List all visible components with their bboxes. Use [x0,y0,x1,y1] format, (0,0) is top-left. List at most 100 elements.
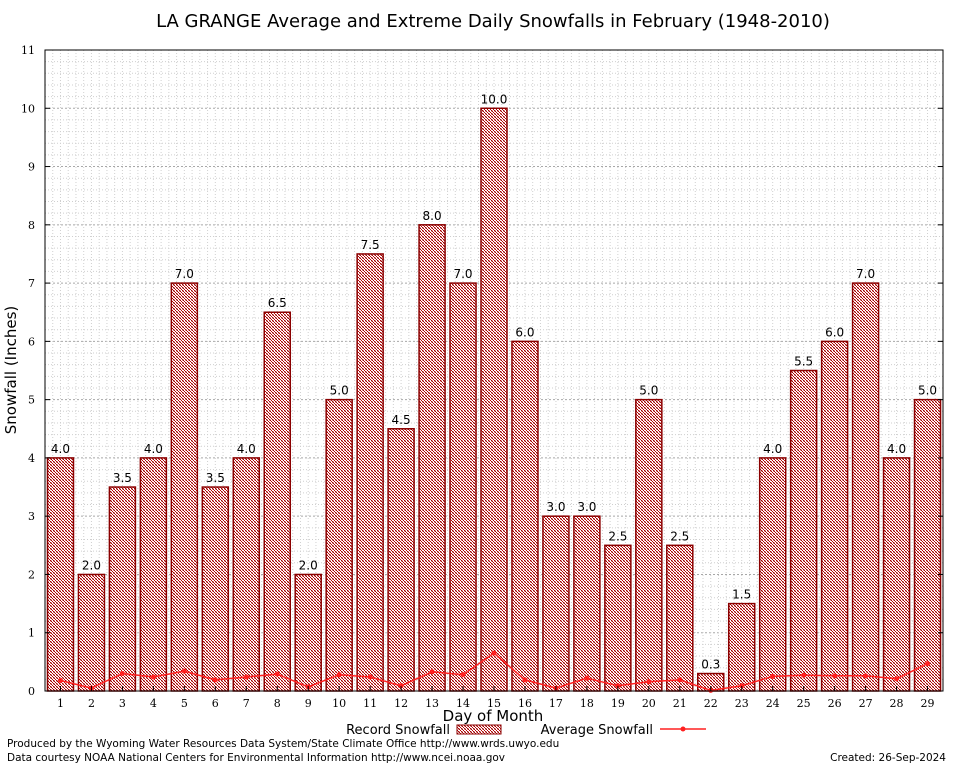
chart-title: LA GRANGE Average and Extreme Daily Snow… [156,11,830,32]
record-bar-day-5 [170,282,199,692]
legend-record-label: Record Snowfall [346,723,450,738]
x-axis-label: Day of Month [443,707,544,725]
average-point-day-26 [832,673,838,679]
record-value-label: 8.0 [423,209,442,223]
x-tick-label: 20 [642,697,656,710]
record-value-label: 4.0 [887,442,906,456]
record-bar-day-15 [480,107,508,692]
record-value-label: 2.5 [670,529,689,543]
x-tick-label: 24 [766,697,780,710]
record-bar-day-9 [294,573,322,692]
created-date: Created: 26-Sep-2024 [830,752,946,764]
y-tick-label: 2 [28,568,35,581]
x-tick-label: 16 [518,697,532,710]
record-bar-day-18 [573,515,601,692]
record-value-label: 3.0 [577,500,596,514]
record-bar-day-12 [387,428,415,692]
producer-credit: Produced by the Wyoming Water Resources … [7,738,560,750]
record-value-label: 0.3 [701,658,720,672]
x-tick-label: 15 [487,697,501,710]
x-tick-label: 12 [394,697,408,710]
record-bar-day-27 [851,282,880,692]
x-tick-label: 2 [88,697,95,710]
x-tick-label: 19 [611,697,625,710]
record-value-label: 2.0 [299,558,318,572]
average-point-day-13 [429,669,435,675]
y-axis-label: Snowfall (Inches) [2,306,20,434]
x-tick-label: 23 [735,697,749,710]
record-value-label: 6.0 [515,325,534,339]
average-point-day-20 [646,679,652,685]
average-point-day-1 [57,678,63,684]
x-tick-label: 22 [704,697,718,710]
record-value-label: 7.5 [361,238,380,252]
record-value-label: 3.0 [546,500,565,514]
average-point-day-25 [801,672,807,678]
record-value-label: 3.5 [113,471,132,485]
record-value-label: 4.0 [144,442,163,456]
average-point-day-7 [243,674,249,680]
average-point-day-11 [367,674,373,680]
record-bar-day-2 [77,573,106,692]
record-bar-day-21 [666,544,694,692]
x-tick-label: 5 [181,697,188,710]
record-value-label: 6.0 [825,325,844,339]
x-tick-label: 6 [212,697,219,710]
average-point-day-6 [212,677,218,683]
average-point-day-12 [398,683,404,689]
y-tick-label: 6 [28,335,35,348]
record-value-label: 2.0 [82,558,101,572]
x-tick-label: 17 [549,697,563,710]
average-point-day-19 [615,683,621,689]
record-value-label: 2.5 [608,529,627,543]
average-point-day-28 [894,676,900,682]
record-value-label: 5.0 [330,384,349,398]
average-point-day-5 [181,668,187,674]
record-bar-day-26 [820,340,849,692]
record-bar-day-17 [542,515,570,692]
x-tick-label: 18 [580,697,594,710]
record-bar-day-1 [46,457,75,692]
x-tick-label: 27 [859,697,873,710]
x-tick-label: 1 [57,697,64,710]
record-bar-day-11 [356,253,384,692]
record-value-label: 6.5 [268,296,287,310]
average-point-day-14 [460,672,466,678]
average-point-day-4 [150,674,156,680]
x-axis: 1 2 3 4 5 6 7 8 9 10 11 12 13 14 15 16 17 18 19 20 21 22 23 24 2… [57,686,935,710]
y-tick-label: 7 [28,277,35,290]
y-tick-label: 9 [28,161,35,174]
average-point-day-8 [274,671,280,677]
record-value-label: 10.0 [481,92,508,106]
y-tick-label: 0 [28,685,35,698]
x-tick-label: 3 [119,697,126,710]
record-bar-day-16 [511,340,539,692]
record-value-label: 5.5 [794,355,813,369]
record-value-label: 1.5 [732,588,751,602]
record-bar-day-29 [913,398,942,692]
record-value-label: 4.0 [763,442,782,456]
y-tick-label: 8 [28,219,35,232]
record-bars: 4.0 2.0 3.5 4.0 7.0 3.5 4.0 6.5 2.0 5.0 7.5 4.5 8.0 7… [46,92,942,692]
record-bar-day-6 [201,486,230,692]
record-bar-day-24 [758,457,787,692]
average-point-day-16 [522,677,528,683]
average-point-day-27 [863,673,869,679]
record-value-label: 7.0 [175,267,194,281]
record-value-label: 5.0 [639,384,658,398]
record-value-label: 4.5 [392,413,411,427]
y-tick-label: 4 [28,452,35,465]
y-tick-label: 11 [21,44,35,57]
average-point-day-10 [336,672,342,678]
average-point-day-3 [119,671,125,677]
record-value-label: 7.0 [453,267,472,281]
x-tick-label: 13 [425,697,439,710]
x-tick-label: 14 [456,697,470,710]
x-tick-label: 21 [673,697,687,710]
record-value-label: 4.0 [237,442,256,456]
x-tick-label: 28 [890,697,904,710]
record-bar-day-25 [789,369,818,692]
x-tick-label: 26 [828,697,842,710]
record-bar-day-10 [325,398,353,692]
